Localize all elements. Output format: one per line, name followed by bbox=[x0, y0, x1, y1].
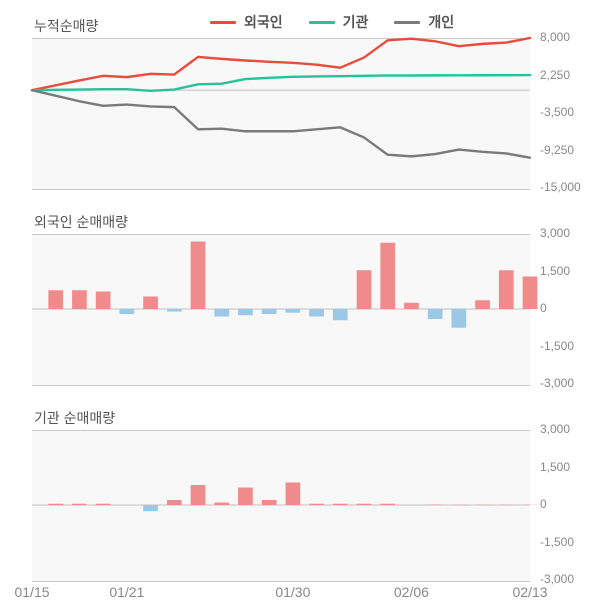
bar bbox=[333, 504, 348, 505]
bar bbox=[309, 504, 324, 505]
chart-container: 외국인기관개인누적순매량8,0002,250-3,500-9,250-15,00… bbox=[0, 0, 600, 604]
x-tick-label: 01/21 bbox=[109, 584, 144, 600]
bar bbox=[238, 488, 253, 506]
x-tick-label: 02/06 bbox=[394, 584, 429, 600]
bar bbox=[380, 504, 395, 505]
bar bbox=[286, 483, 301, 506]
x-tick-label: 01/15 bbox=[14, 584, 49, 600]
bar bbox=[96, 504, 111, 505]
bar bbox=[48, 504, 63, 505]
bar bbox=[143, 505, 158, 511]
bar bbox=[214, 503, 229, 506]
bar bbox=[262, 500, 277, 505]
bar bbox=[191, 485, 206, 505]
x-tick-label: 01/30 bbox=[275, 584, 310, 600]
bar bbox=[167, 500, 182, 505]
bar bbox=[357, 504, 372, 505]
x-tick-label: 02/13 bbox=[512, 584, 547, 600]
panel-svg bbox=[0, 0, 600, 604]
bar bbox=[72, 504, 87, 505]
bar bbox=[428, 505, 443, 506]
